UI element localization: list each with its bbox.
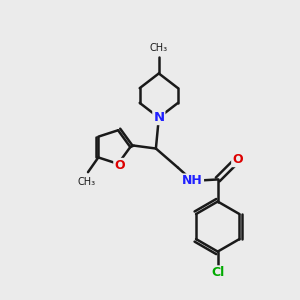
Text: O: O: [114, 159, 125, 172]
Text: O: O: [232, 153, 243, 166]
Text: N: N: [153, 111, 164, 124]
Text: CH₃: CH₃: [77, 178, 96, 188]
Text: CH₃: CH₃: [150, 44, 168, 53]
Text: NH: NH: [182, 174, 203, 188]
Text: Cl: Cl: [211, 266, 224, 279]
